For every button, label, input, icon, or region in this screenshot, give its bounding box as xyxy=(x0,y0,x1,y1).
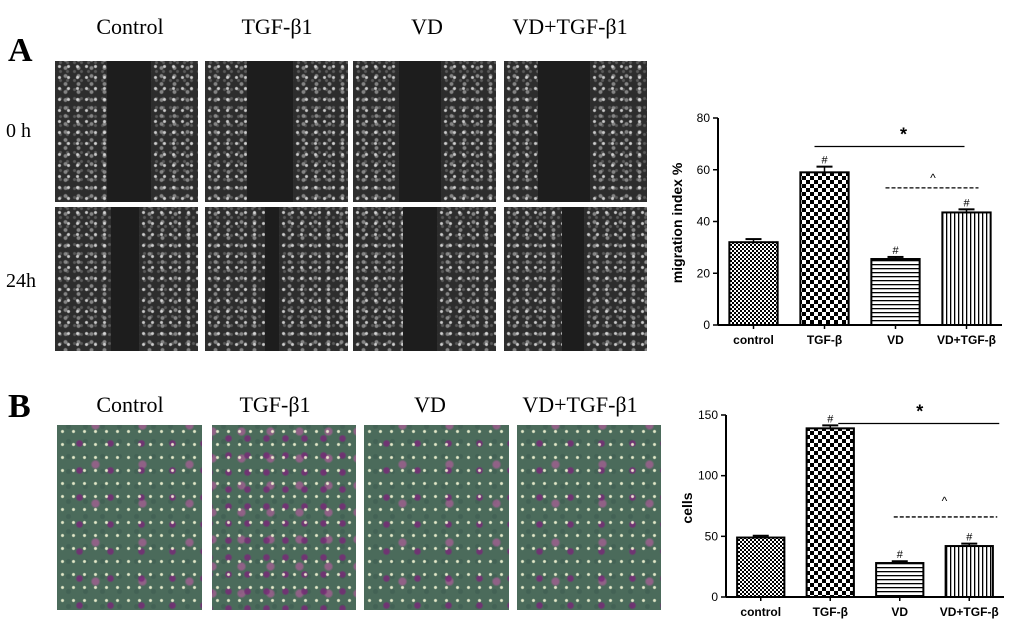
chart-b-bar-0 xyxy=(736,536,786,598)
chart-a-migration-index: migration index % 0 20 40 60 80 control # TGF-β… xyxy=(669,111,1002,347)
chart-b-ytick-label-2: 100 xyxy=(698,469,718,483)
panel-a-row-label-0h: 0 h xyxy=(6,120,31,142)
chart-b-xtick-label-1: TGF-β xyxy=(813,605,848,619)
chart-b-xtick-label-0: control xyxy=(740,605,781,619)
chart-a-mark-1: # xyxy=(821,155,828,167)
micrograph-a-vd-24h xyxy=(353,207,496,351)
micrograph-b-tgf xyxy=(212,425,356,610)
chart-b-xtick-label-3: VD+TGF-β xyxy=(940,605,999,619)
chart-a-xtick-label-0: control xyxy=(733,333,774,347)
chart-b-mark-2: # xyxy=(897,549,904,561)
chart-a-ylabel: migration index % xyxy=(669,162,685,283)
chart-b-bar-3 xyxy=(944,545,994,598)
chart-a-ytick-label-4: 80 xyxy=(697,111,711,125)
micrograph-a-vd-0h xyxy=(353,61,496,202)
chart-a-bar-1 xyxy=(799,171,850,327)
chart-b-mark-1: # xyxy=(827,413,834,425)
panel-a-col-label-control: Control xyxy=(96,14,164,39)
micrograph-a-control-24h xyxy=(55,207,198,351)
micrograph-a-vd-tgf-24h xyxy=(504,207,647,351)
chart-b-bar-1 xyxy=(805,427,855,599)
chart-b-annotation-caret: ^ xyxy=(942,494,948,508)
panel-a-col-label-tgf: TGF-β1 xyxy=(241,14,313,39)
chart-a-bar-2 xyxy=(870,258,921,326)
panel-b-col-label-control: Control xyxy=(96,392,164,417)
chart-a-mark-2: # xyxy=(892,245,899,257)
micrograph-a-tgf-24h xyxy=(205,207,348,351)
chart-b-ytick-label-3: 150 xyxy=(698,408,718,422)
panel-b-letter: B xyxy=(8,388,31,425)
chart-b-ytick-label-0: 0 xyxy=(711,590,718,604)
panel-a-row-label-24h: 24h xyxy=(6,270,36,292)
micrograph-b-control xyxy=(57,425,202,610)
chart-b-bar-2 xyxy=(875,562,925,599)
chart-a-xtick-label-3: VD+TGF-β xyxy=(937,333,996,347)
chart-b-ytick-label-1: 50 xyxy=(705,529,719,543)
chart-a-xtick-label-1: TGF-β xyxy=(807,333,842,347)
chart-a-bar-3 xyxy=(941,211,992,326)
panel-a-col-label-vd-tgf: VD+TGF-β1 xyxy=(512,14,628,39)
chart-a-xtick-label-2: VD xyxy=(887,333,904,347)
chart-b-mark-3: # xyxy=(966,532,973,544)
micrograph-b-vd xyxy=(364,425,509,610)
panel-a-letter: A xyxy=(8,32,33,69)
chart-a-mark-3: # xyxy=(963,197,970,209)
panel-b-col-label-vd: VD xyxy=(414,392,446,417)
chart-a-ytick-label-2: 40 xyxy=(697,215,711,229)
chart-b-cells: cells 0 50 100 150 control # TGF-β # VD # VD+TGF-β… xyxy=(679,401,1004,619)
chart-b-ylabel: cells xyxy=(679,492,695,523)
panel-b-col-label-vd-tgf: VD+TGF-β1 xyxy=(522,392,638,417)
panel-a-col-label-vd: VD xyxy=(411,14,443,39)
micrograph-a-tgf-0h xyxy=(205,61,348,202)
chart-a-ytick-label-1: 20 xyxy=(697,266,711,280)
chart-b-annotation-star: * xyxy=(916,401,923,421)
chart-a-bar-0 xyxy=(728,241,779,326)
chart-a-ytick-label-0: 0 xyxy=(703,318,710,332)
chart-a-annotation-star: * xyxy=(900,124,907,144)
chart-b-xtick-label-2: VD xyxy=(891,605,908,619)
micrograph-a-vd-tgf-0h xyxy=(504,61,647,202)
chart-a-annotation-caret: ^ xyxy=(930,171,936,185)
micrograph-a-control-0h xyxy=(55,61,198,202)
chart-a-ytick-label-3: 60 xyxy=(697,163,711,177)
micrograph-b-vd-tgf xyxy=(517,425,661,610)
panel-b-col-label-tgf: TGF-β1 xyxy=(239,392,311,417)
